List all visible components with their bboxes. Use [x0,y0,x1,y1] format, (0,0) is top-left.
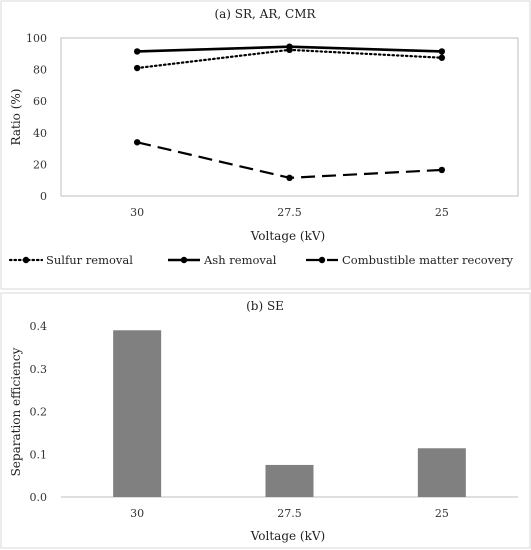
chart-a-x-axis-label: Voltage (kV) [250,229,326,243]
chart-b-y-ticks: 0.0 0.1 0.2 0.3 0.4 [30,320,48,504]
chart-a-y-tick-label: 60 [33,95,47,108]
data-point [133,64,141,72]
chart-a-frame [0,0,531,290]
chart-a-title: (a) SR, AR, CMR [214,7,316,21]
data-point [286,43,293,50]
chart-b-x-tick-label: 30 [130,507,144,520]
legend-label-1: Sulfur removal [46,253,133,267]
legend-label-2: Ash removal [203,253,277,267]
chart-b-y-tick-label: 0.2 [30,406,48,419]
bar-30 [113,330,162,497]
chart-b-bars [113,330,466,497]
chart-a-y-tick-label: 100 [26,32,47,45]
data-point [133,48,141,55]
legend-marker [180,256,188,264]
chart-a-x-ticks: 30 27.5 25 [130,206,449,219]
chart-b-title: (b) SE [246,299,284,313]
chart-b-y-tick-label: 0.1 [30,448,48,461]
chart-a-plot-area [60,37,519,197]
bar-27.5 [265,464,314,497]
data-point [438,166,446,174]
chart-a-y-ticks: 0 20 40 60 80 100 [26,32,47,203]
legend-marker [318,256,326,264]
chart-a-series [133,43,446,182]
chart-a-y-tick-label: 40 [33,127,47,140]
data-point [133,139,141,146]
chart-a-y-axis-label: Ratio (%) [9,89,23,146]
chart-b-y-tick-label: 0.3 [30,363,48,376]
series-line-3 [136,141,442,179]
data-point [286,174,293,182]
chart-b-y-axis-label: Separation efficiency [9,347,23,476]
chart-a-x-tick-label: 27.5 [277,206,302,219]
chart-a-x-tick-label: 25 [435,206,449,219]
chart-b-y-tick-label: 0.4 [30,320,48,333]
chart-a-y-tick-label: 0 [40,190,47,203]
bar-chart-se: (b) SE 0.0 0.1 0.2 0.3 0.4 30 27.5 25 Separati… [0,292,531,549]
chart-b-frame [0,292,531,549]
chart-b-x-axis-label: Voltage (kV) [250,529,326,543]
chart-b-x-tick-label: 27.5 [277,507,302,520]
chart-a-legend: Sulfur removal Ash removal Combustible mat… [8,253,514,267]
chart-b-y-tick-label: 0.0 [30,491,48,504]
chart-a-y-tick-label: 20 [33,158,47,171]
legend-marker [22,256,30,264]
chart-b-x-tick-label: 25 [435,507,449,520]
legend-label-3: Combustible matter recovery [342,253,514,267]
data-point [438,48,446,55]
chart-a-y-tick-label: 80 [33,64,47,77]
data-point [438,54,446,61]
chart-b-x-ticks: 30 27.5 25 [130,507,449,520]
chart-a-x-tick-label: 30 [130,206,144,219]
bar-25 [417,448,466,497]
line-chart-sr-ar-cmr: (a) SR, AR, CMR 0 20 40 60 80 100 30 27.5 25 Ra… [0,0,531,290]
